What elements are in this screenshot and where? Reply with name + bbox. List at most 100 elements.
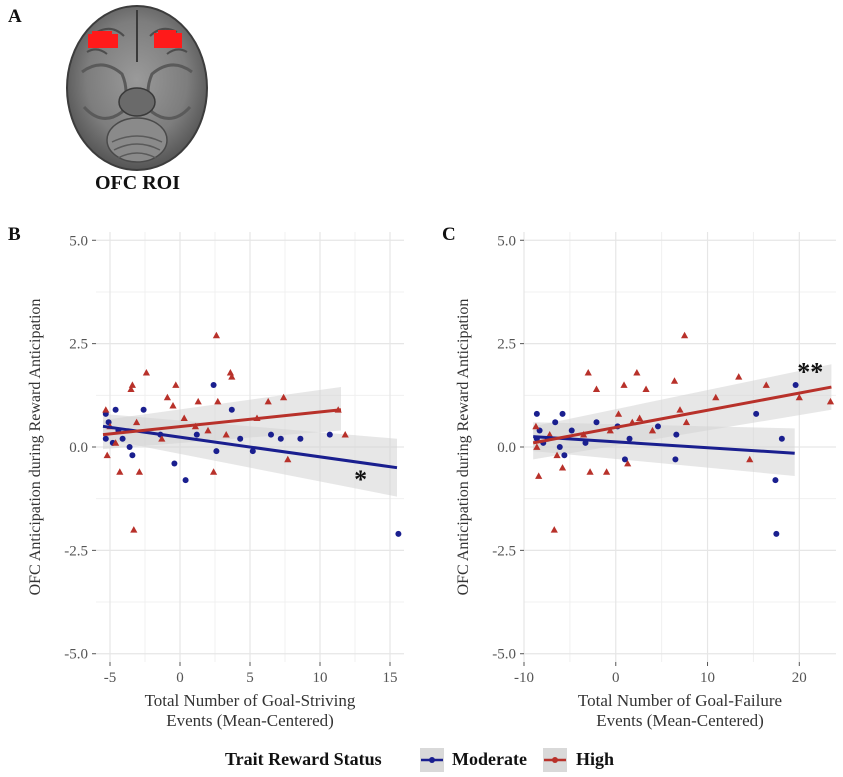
point-moderate <box>672 456 679 463</box>
point-moderate <box>171 460 178 467</box>
brain-slice-image <box>62 2 212 172</box>
x-tick-label: 10 <box>313 670 328 686</box>
x-tick-label: -5 <box>104 670 117 686</box>
point-high <box>142 368 150 376</box>
point-moderate <box>621 456 628 463</box>
point-moderate <box>568 427 575 434</box>
point-high <box>592 385 601 392</box>
x-axis-label-line: Events (Mean-Centered) <box>596 711 764 730</box>
point-high <box>586 468 594 475</box>
point-moderate <box>533 410 540 417</box>
significance-marker: * <box>354 465 367 494</box>
point-high <box>682 418 691 426</box>
point-moderate <box>249 448 256 455</box>
y-tick-label: 5.0 <box>69 233 88 249</box>
point-moderate <box>228 406 235 413</box>
x-axis-label-line: Total Number of Goal-Striving <box>145 691 356 710</box>
point-high <box>602 468 611 475</box>
legend-key-moderate <box>420 748 444 772</box>
legend-label-moderate: Moderate <box>452 749 527 769</box>
x-tick-label: 20 <box>792 670 807 686</box>
point-moderate <box>210 381 217 388</box>
x-axis-label-line: Total Number of Goal-Failure <box>578 691 782 710</box>
y-tick-label: 2.5 <box>69 337 88 353</box>
fit-line-moderate <box>533 435 795 455</box>
point-moderate <box>268 431 274 438</box>
point-high <box>204 426 212 434</box>
x-tick-label: 10 <box>700 670 715 686</box>
point-high <box>546 430 554 438</box>
point-moderate <box>193 431 200 438</box>
point-high <box>826 397 835 405</box>
y-axis-label: OFC Anticipation during Reward Anticipat… <box>27 299 44 596</box>
point-moderate <box>753 410 760 417</box>
point-moderate <box>778 435 785 442</box>
point-moderate <box>126 444 133 450</box>
point-moderate <box>237 435 244 442</box>
x-tick-label: -10 <box>514 670 534 686</box>
point-high <box>606 426 614 434</box>
point-moderate <box>140 406 147 413</box>
x-axis-label-line: Events (Mean-Centered) <box>166 711 334 730</box>
point-moderate <box>112 406 119 413</box>
y-tick-label: 0.0 <box>497 440 516 456</box>
point-high <box>128 381 136 388</box>
x-tick-label: 15 <box>383 670 398 686</box>
point-moderate <box>559 410 566 417</box>
point-high <box>212 331 220 339</box>
roi-left <box>88 31 118 48</box>
roi-right <box>154 30 182 48</box>
point-high <box>284 455 292 463</box>
point-high <box>648 426 657 434</box>
point-high <box>642 385 650 392</box>
significance-marker: ** <box>797 358 823 387</box>
y-tick-label: 5.0 <box>497 233 516 249</box>
point-moderate <box>792 381 799 388</box>
point-high <box>550 526 558 533</box>
point-high <box>680 331 689 339</box>
point-high <box>116 468 124 475</box>
y-tick-label: -2.5 <box>492 543 516 559</box>
fit-line-high <box>532 385 832 445</box>
y-tick-label: 2.5 <box>497 337 516 353</box>
point-high <box>636 414 644 421</box>
point-moderate <box>772 477 779 484</box>
point-moderate <box>654 423 661 430</box>
point-high <box>746 455 754 463</box>
point-moderate <box>552 419 559 426</box>
point-high <box>194 397 202 405</box>
point-moderate <box>673 431 680 438</box>
panel-label-a: A <box>8 6 22 27</box>
y-tick-label: -2.5 <box>64 543 88 559</box>
point-high <box>112 439 120 446</box>
point-high <box>130 526 138 533</box>
point-high <box>133 418 141 426</box>
y-tick-label: -5.0 <box>64 647 88 663</box>
point-moderate <box>556 444 563 450</box>
point-moderate <box>213 448 220 455</box>
point-high <box>614 410 623 417</box>
point-high <box>553 451 561 459</box>
point-high <box>341 430 349 438</box>
panel-label-c: C <box>442 224 456 245</box>
point-high <box>228 373 236 380</box>
point-high <box>127 385 135 392</box>
y-axis-label: OFC Anticipation during Reward Anticipat… <box>455 299 472 596</box>
point-high <box>762 381 770 388</box>
point-moderate <box>119 435 126 442</box>
legend-label-high: High <box>576 749 615 769</box>
point-high <box>735 373 743 380</box>
point-moderate <box>182 477 189 484</box>
point-high <box>670 377 679 384</box>
legend: Trait Reward Status Moderate High <box>0 746 843 776</box>
legend-title: Trait Reward Status <box>225 749 382 769</box>
point-high <box>210 468 218 475</box>
point-high <box>169 402 177 409</box>
roi-label: OFC ROI <box>95 172 180 194</box>
y-tick-label: -5.0 <box>492 647 516 663</box>
point-high <box>102 406 110 413</box>
x-tick-label: 5 <box>246 670 254 686</box>
fit-line-moderate <box>102 424 398 470</box>
